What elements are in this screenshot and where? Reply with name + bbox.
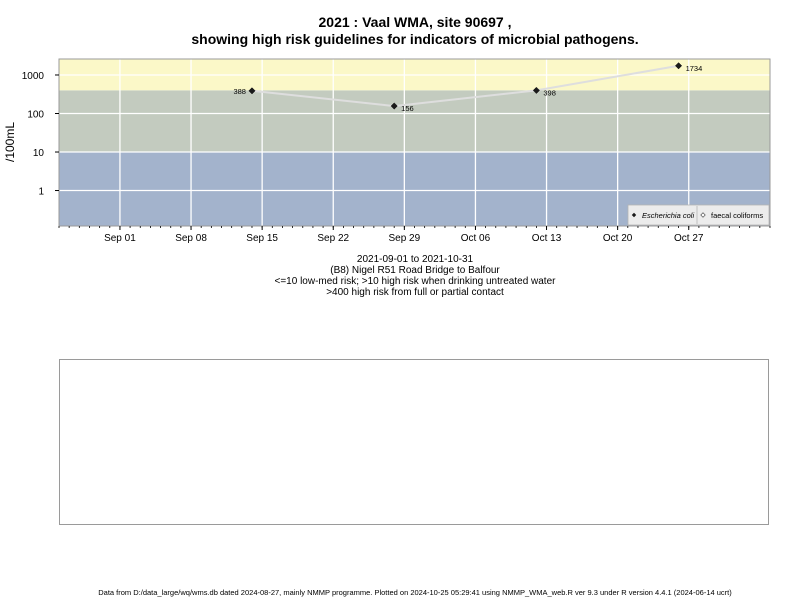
y-tick-label-2: 100 bbox=[27, 109, 44, 120]
empty-plot-panel bbox=[59, 359, 769, 525]
legend-marker-1 bbox=[700, 212, 706, 218]
risk-band-1 bbox=[59, 90, 770, 153]
site-name-caption: (B8) Nigel R51 Road Bridge to Balfour bbox=[330, 265, 500, 276]
data-label-0-2: 398 bbox=[543, 88, 556, 97]
legend-box bbox=[627, 204, 770, 226]
data-point-0-0 bbox=[248, 87, 256, 95]
y-tick-label-0: 1 bbox=[38, 187, 44, 198]
x-tick-label-7: Oct 20 bbox=[603, 233, 633, 244]
legend-marker-0 bbox=[631, 212, 637, 218]
risk-guideline-caption-1: <=10 low-med risk; >10 high risk when dr… bbox=[274, 276, 556, 287]
risk-guideline-caption-2: >400 high risk from full or partial cont… bbox=[326, 287, 504, 298]
y-axis-label: /100mL bbox=[3, 122, 17, 162]
x-tick-label-0: Sep 01 bbox=[104, 233, 136, 244]
x-tick-label-3: Sep 22 bbox=[317, 233, 349, 244]
data-point-0-1 bbox=[390, 102, 398, 110]
x-tick-label-2: Sep 15 bbox=[246, 233, 278, 244]
x-tick-label-4: Sep 29 bbox=[388, 233, 420, 244]
date-range-caption: 2021-09-01 to 2021-10-31 bbox=[356, 254, 474, 265]
chart-title-line-2: showing high risk guidelines for indicat… bbox=[191, 31, 639, 47]
data-label-0-3: 1734 bbox=[686, 64, 703, 73]
legend-label-1: faecal coliforms bbox=[711, 211, 763, 220]
x-tick-label-5: Oct 06 bbox=[461, 233, 491, 244]
x-tick-label-6: Oct 13 bbox=[532, 233, 562, 244]
legend-label-0: Escherichia coli bbox=[642, 211, 694, 220]
data-label-0-1: 156 bbox=[401, 104, 414, 113]
x-tick-label-1: Sep 08 bbox=[175, 233, 207, 244]
data-label-0-0: 388 bbox=[233, 87, 246, 96]
y-tick-label-3: 1000 bbox=[22, 71, 45, 82]
data-source-footer: Data from D:/data_large/wq/wms.db dated … bbox=[98, 588, 732, 597]
series-line-0 bbox=[251, 64, 679, 108]
chart-title-line-1: 2021 : Vaal WMA, site 90697 , bbox=[318, 14, 512, 30]
y-tick-label-1: 10 bbox=[33, 148, 45, 159]
data-point-0-2 bbox=[532, 86, 540, 94]
x-tick-label-8: Oct 27 bbox=[674, 233, 704, 244]
data-point-0-3 bbox=[675, 62, 683, 70]
